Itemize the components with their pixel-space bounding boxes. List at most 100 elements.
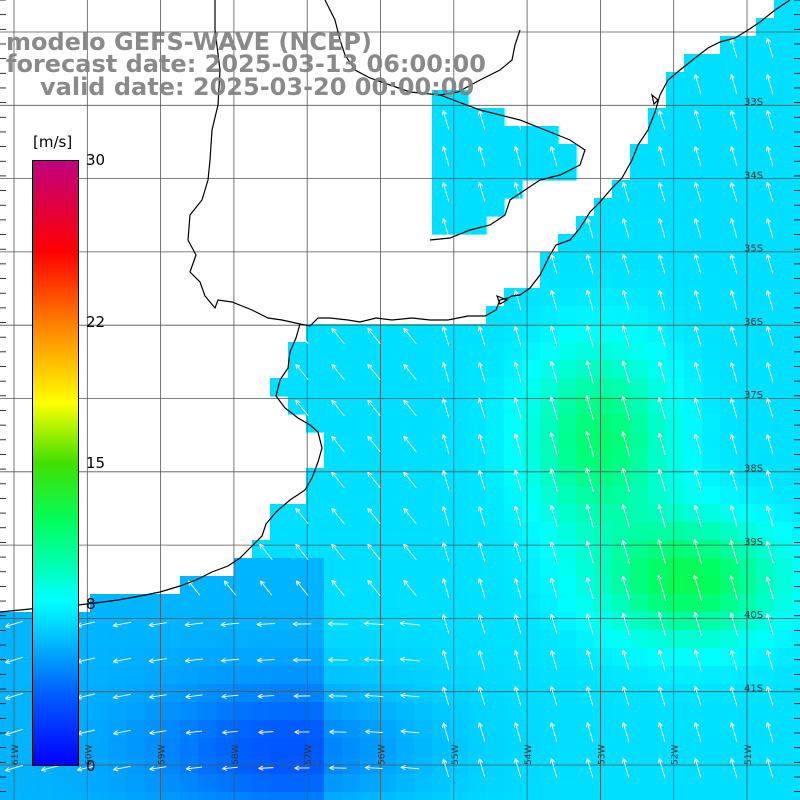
field-cell — [594, 198, 613, 217]
field-cell — [774, 324, 793, 343]
field-cell — [558, 522, 577, 541]
wind-arrow — [331, 435, 345, 453]
field-cell — [306, 522, 325, 541]
field-cell — [18, 666, 37, 685]
wind-arrow — [657, 218, 666, 238]
field-cell — [324, 324, 343, 343]
wind-arrow — [765, 110, 774, 130]
field-cell — [486, 486, 505, 505]
wind-arrow — [400, 728, 420, 735]
field-cell — [720, 234, 739, 253]
wind-arrow — [256, 621, 276, 627]
field-cell — [666, 144, 685, 163]
field-cell — [558, 414, 577, 433]
field-cell — [378, 774, 397, 793]
field-cell — [288, 594, 307, 613]
wind-arrow — [40, 765, 59, 772]
field-cell — [144, 612, 163, 631]
field-cell — [396, 414, 415, 433]
wind-arrow — [621, 539, 630, 565]
field-cell — [468, 702, 487, 721]
field-cell — [792, 576, 800, 595]
field-cell — [414, 360, 433, 379]
field-cell — [684, 450, 703, 469]
field-cell — [396, 684, 415, 703]
field-cell — [558, 792, 577, 800]
wind-arrow — [585, 576, 594, 599]
field-cell — [720, 198, 739, 217]
field-cell — [648, 432, 667, 451]
field-cell — [774, 594, 793, 613]
field-cell — [756, 792, 775, 800]
field-cell — [504, 288, 523, 307]
field-cell — [306, 630, 325, 649]
wind-arrow — [765, 758, 774, 778]
field-cell — [288, 540, 307, 559]
field-cell — [342, 504, 361, 523]
field-cell — [144, 666, 163, 685]
field-cell — [306, 666, 325, 685]
field-cell — [18, 648, 37, 667]
field-cell — [774, 18, 793, 37]
field-cell — [630, 342, 649, 361]
field-cell — [468, 558, 487, 577]
field-cell — [216, 648, 235, 667]
field-cell — [630, 450, 649, 469]
field-cell — [648, 270, 667, 289]
field-cell — [360, 486, 379, 505]
wind-arrow — [549, 541, 558, 563]
field-cell — [576, 324, 595, 343]
field-cell — [342, 792, 361, 800]
field-cell — [450, 216, 469, 235]
field-cell — [360, 450, 379, 469]
field-cell — [468, 720, 487, 739]
field-cell — [342, 486, 361, 505]
latitude-label: 38S — [744, 464, 763, 475]
field-cell — [540, 432, 559, 451]
field-cell — [684, 648, 703, 667]
field-cell — [252, 594, 271, 613]
field-cell — [684, 558, 703, 577]
field-cell — [702, 324, 721, 343]
wind-arrow — [477, 614, 486, 634]
wind-arrow — [367, 435, 381, 453]
field-cell — [468, 468, 487, 487]
field-cell — [648, 738, 667, 757]
field-cell — [630, 684, 649, 703]
field-cell — [648, 288, 667, 307]
field-cell — [360, 342, 379, 361]
wind-arrow — [513, 146, 522, 166]
field-cell — [396, 360, 415, 379]
field-cell — [414, 648, 433, 667]
field-cell — [468, 360, 487, 379]
field-cell — [612, 540, 631, 559]
field-cell — [666, 162, 685, 181]
wind-arrow — [765, 505, 774, 527]
field-cell — [324, 702, 343, 721]
field-cell — [18, 792, 37, 800]
wind-arrow — [149, 766, 167, 772]
field-cell — [666, 648, 685, 667]
wind-arrow — [367, 579, 381, 597]
wind-arrow — [403, 579, 417, 597]
wind-arrow — [585, 613, 594, 635]
field-cell — [774, 108, 793, 127]
field-cell — [792, 180, 800, 199]
field-cell — [666, 792, 685, 800]
field-cell — [450, 432, 469, 451]
field-cell — [72, 774, 91, 793]
field-cell — [0, 612, 19, 631]
field-cell — [756, 108, 775, 127]
field-cell — [126, 774, 145, 793]
field-cell — [576, 576, 595, 595]
field-cell — [792, 90, 800, 109]
field-cell — [648, 522, 667, 541]
wind-arrow — [441, 650, 450, 670]
field-cell — [486, 666, 505, 685]
field-cell — [306, 360, 325, 379]
field-cell — [684, 504, 703, 523]
field-cell — [432, 216, 451, 235]
field-cell — [648, 612, 667, 631]
field-cell — [612, 612, 631, 631]
